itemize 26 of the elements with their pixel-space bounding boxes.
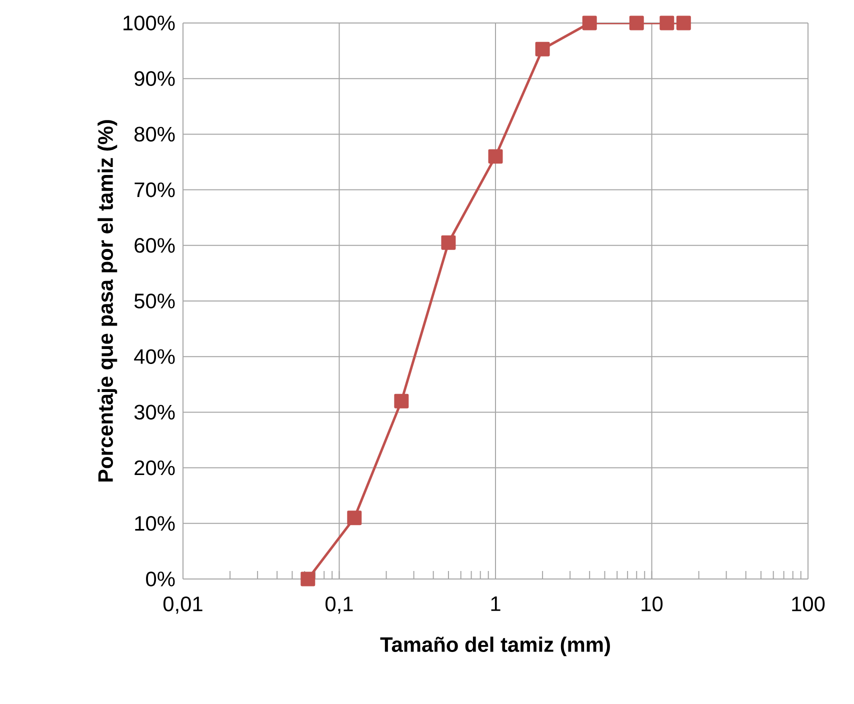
y-tick-label: 80% xyxy=(134,126,175,142)
point xyxy=(582,16,597,30)
y-tick-label: 20% xyxy=(134,460,175,476)
point xyxy=(300,572,316,586)
y-tick-label: 10% xyxy=(135,516,175,531)
point xyxy=(488,149,503,164)
y-tick-label: 30% xyxy=(134,404,175,420)
x-tick-label: 10 xyxy=(642,596,663,612)
x-tick-label: 0,01 xyxy=(163,596,202,614)
y-tick-label: 60% xyxy=(134,238,175,253)
point xyxy=(441,235,456,250)
y-tick-label: 50% xyxy=(134,294,175,308)
point xyxy=(629,16,644,30)
y-axis-title: Porcentaje que pasa por el tamiz (%) xyxy=(98,120,118,482)
x-axis-title: Tamaño del tamiz (mm) xyxy=(380,636,610,656)
point xyxy=(394,394,409,408)
y-tick-label: 90% xyxy=(134,71,175,86)
point xyxy=(535,42,550,56)
y-tick-label: 0% xyxy=(146,572,175,586)
y-tick-label: 40% xyxy=(134,349,175,364)
y-tick-label: 70% xyxy=(134,182,175,198)
x-tick-label: 0,1 xyxy=(326,596,353,614)
point xyxy=(347,510,362,526)
x-tick-label: 100 xyxy=(792,596,825,612)
x-tick-label: 1 xyxy=(491,596,500,611)
y-tick-label: 100% xyxy=(124,16,175,30)
